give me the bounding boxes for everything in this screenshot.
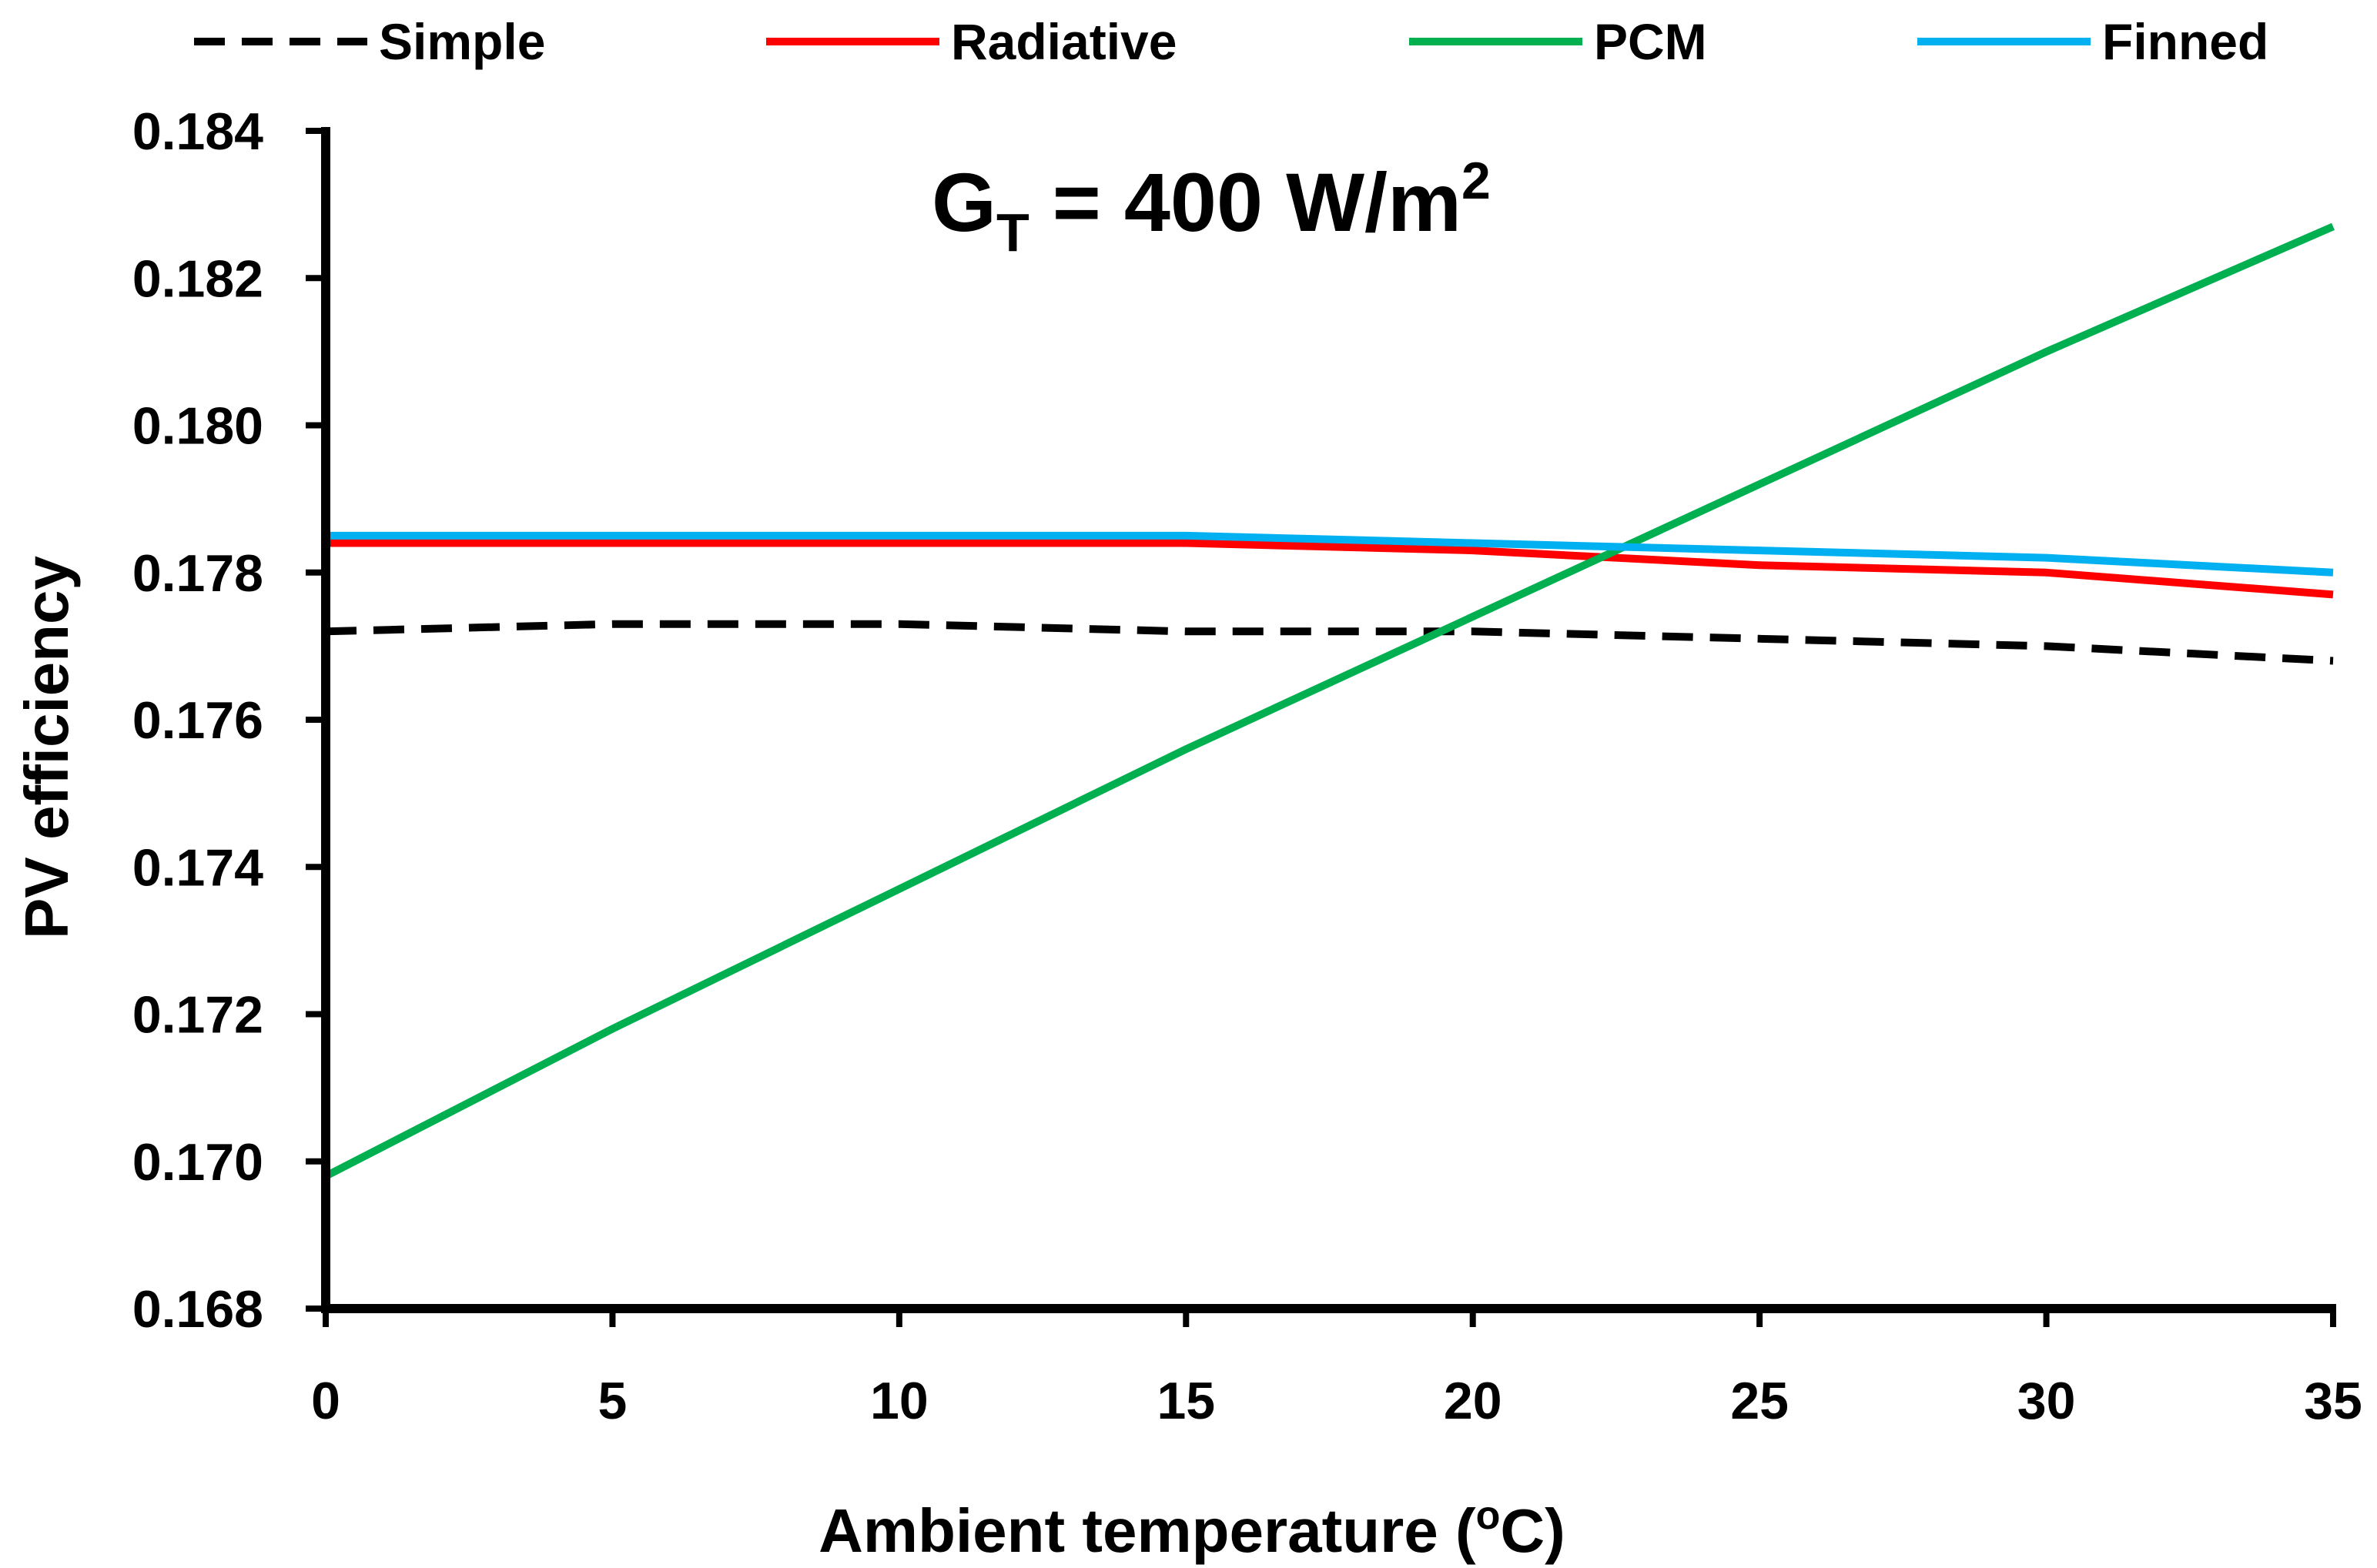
y-tick-label: 0.176	[132, 691, 263, 750]
x-axis-title-main: Ambient temperature (	[819, 1496, 1476, 1565]
legend-label-radiative: Radiative	[951, 13, 1177, 70]
y-axis-title: PV efficiency	[12, 555, 81, 939]
x-tick-label: 35	[2304, 1372, 2362, 1430]
x-tick-label: 0	[311, 1372, 340, 1430]
irradiance-annotation: GT = 400 W/m2	[932, 152, 1491, 262]
y-tick-label: 0.184	[132, 102, 263, 161]
x-tick-label: 25	[1730, 1372, 1789, 1430]
x-axis-title-rest: C)	[1500, 1496, 1565, 1565]
y-tick-label: 0.180	[132, 397, 263, 456]
annotation-subscript: T	[996, 202, 1029, 262]
series-line-pcm	[323, 222, 2335, 1180]
y-tick-label: 0.172	[132, 986, 263, 1045]
x-axis-title: Ambient temperature (oC)	[819, 1493, 1565, 1565]
series-line-finned	[326, 531, 2334, 577]
x-axis-title-superscript: o	[1476, 1493, 1501, 1538]
x-tick-label: 15	[1157, 1372, 1215, 1430]
legend-label-finned: Finned	[2102, 13, 2268, 70]
y-tick-label: 0.168	[132, 1280, 263, 1339]
annotation-main: G	[932, 155, 996, 249]
y-tick-label: 0.182	[132, 249, 263, 308]
legend-label-pcm: PCM	[1594, 13, 1707, 70]
series-layer	[323, 222, 2335, 1180]
x-tick-label: 30	[2017, 1372, 2076, 1430]
axes-layer	[321, 127, 2336, 1313]
x-tick-label: 20	[1444, 1372, 1502, 1430]
x-tick-label: 10	[870, 1372, 929, 1430]
legend: Simple Radiative PCM Finned	[194, 13, 2268, 70]
y-tick-label: 0.178	[132, 544, 263, 603]
annotation-superscript: 2	[1461, 152, 1491, 210]
series-line-simple	[325, 620, 2334, 665]
legend-label-simple: Simple	[379, 13, 545, 70]
y-tick-label: 0.170	[132, 1133, 263, 1192]
x-tick-label: 5	[598, 1372, 628, 1430]
series-line-radiative	[326, 539, 2334, 599]
ticks-layer: 0.168 0.170 0.172 0.174 0.176 0.178 0.180 0.182…	[132, 102, 2362, 1430]
y-tick-label: 0.174	[132, 838, 263, 897]
annotation-rest: = 400 W/m	[1029, 155, 1461, 249]
